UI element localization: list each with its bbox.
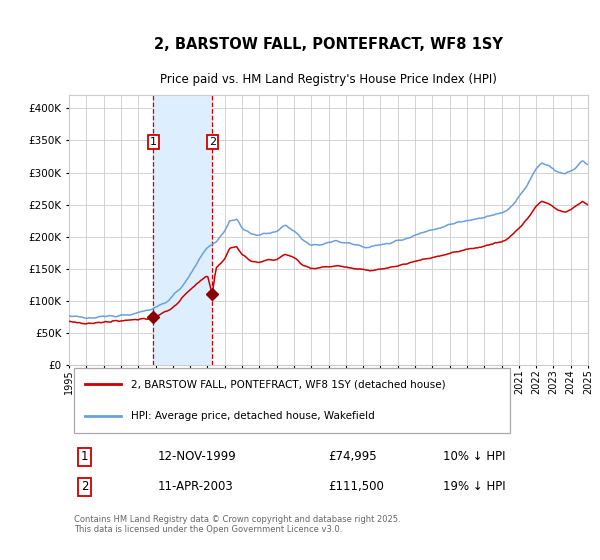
Text: 12-NOV-1999: 12-NOV-1999 [157,450,236,464]
Text: 2: 2 [209,137,216,147]
Text: 11-APR-2003: 11-APR-2003 [157,480,233,493]
Text: Price paid vs. HM Land Registry's House Price Index (HPI): Price paid vs. HM Land Registry's House … [160,73,497,86]
Text: 2: 2 [81,480,88,493]
Text: 2, BARSTOW FALL, PONTEFRACT, WF8 1SY (detached house): 2, BARSTOW FALL, PONTEFRACT, WF8 1SY (de… [131,379,446,389]
Bar [153,95,212,366]
FancyBboxPatch shape [74,368,510,433]
Text: £111,500: £111,500 [329,480,385,493]
Text: 10% ↓ HPI: 10% ↓ HPI [443,450,505,464]
Text: HPI: Average price, detached house, Wakefield: HPI: Average price, detached house, Wake… [131,411,375,421]
Text: 19% ↓ HPI: 19% ↓ HPI [443,480,505,493]
Text: 1: 1 [150,137,157,147]
Text: 1: 1 [81,450,88,464]
Text: 2, BARSTOW FALL, PONTEFRACT, WF8 1SY: 2, BARSTOW FALL, PONTEFRACT, WF8 1SY [154,38,503,52]
Text: Contains HM Land Registry data © Crown copyright and database right 2025.
This d: Contains HM Land Registry data © Crown c… [74,515,401,534]
Text: £74,995: £74,995 [329,450,377,464]
